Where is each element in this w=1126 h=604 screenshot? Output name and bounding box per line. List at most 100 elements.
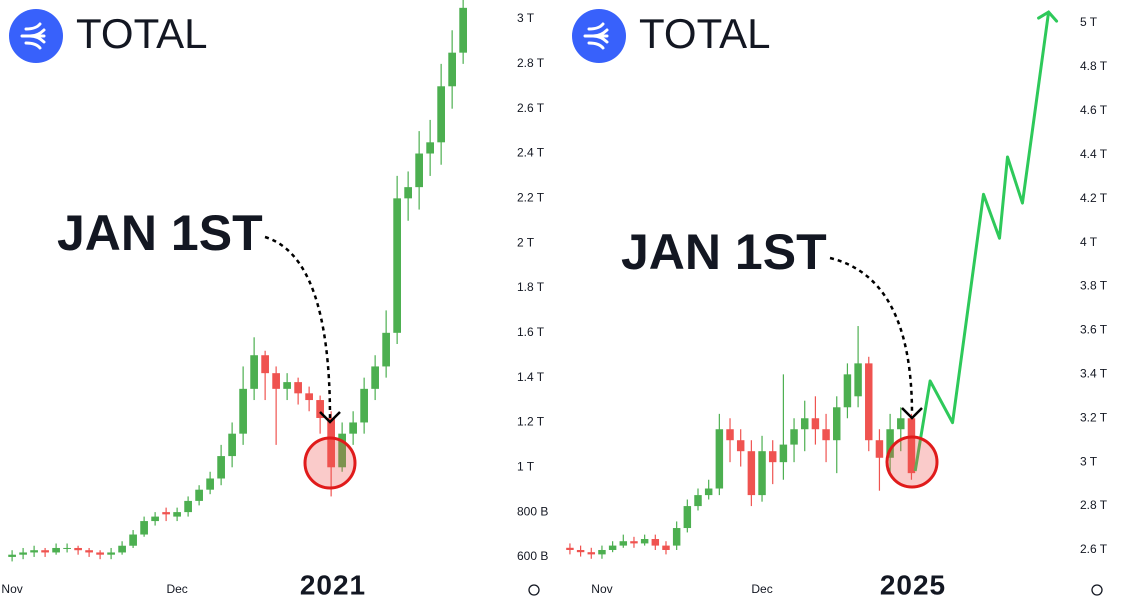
candle-body <box>790 429 798 445</box>
candle-body <box>587 552 596 555</box>
candle-body <box>96 552 104 555</box>
y-tick-label: 600 B <box>517 549 548 563</box>
y-tick-label: 2.6 T <box>517 101 545 115</box>
y-tick-label: 1.2 T <box>517 415 545 429</box>
candle-body <box>758 451 766 496</box>
candle-body <box>239 388 247 434</box>
candle-body <box>459 7 467 53</box>
candle-body <box>854 363 862 397</box>
candle-body <box>683 506 692 529</box>
y-tick-label: 2 T <box>517 235 535 249</box>
y-tick-label: 2.8 T <box>1080 498 1108 512</box>
candle-body <box>250 355 258 389</box>
y-tick-label: 800 B <box>517 504 548 518</box>
candle-body <box>107 552 115 555</box>
candle-body <box>129 534 137 546</box>
candle-body <box>393 198 401 333</box>
candle-body <box>74 547 82 551</box>
chart-title: TOTAL <box>76 10 207 57</box>
y-tick-label: 2.2 T <box>517 191 545 205</box>
chart-panel: 600 B 800 B 1 T 1.2 T 1.4 T 1.6 T 1.8 T 2 T 2.2 … <box>1 0 548 600</box>
candle-body <box>206 478 214 490</box>
year-label: 2021 <box>300 569 366 600</box>
candle-body <box>228 433 236 457</box>
candle-body <box>19 552 27 555</box>
candle-body <box>360 388 368 423</box>
candle-body <box>437 86 445 143</box>
candle-body <box>41 550 49 553</box>
candle-body <box>118 545 126 553</box>
candle-body <box>30 550 38 553</box>
candle-body <box>217 456 225 479</box>
projection-arrowhead <box>1037 10 1059 23</box>
candle-body <box>272 373 280 389</box>
candle-body <box>833 407 841 441</box>
x-tick-label: Nov <box>1 582 22 596</box>
annotation: JAN 1ST <box>57 205 263 261</box>
candle-body <box>85 550 93 553</box>
candle-body <box>715 429 724 489</box>
candle-body <box>566 547 574 550</box>
y-tick-label: 4 T <box>1080 235 1098 249</box>
settings-icon <box>1091 584 1103 596</box>
y-tick-label: 4.4 T <box>1080 147 1108 161</box>
candle-body <box>865 363 873 441</box>
y-tick-label: 3.6 T <box>1080 323 1108 337</box>
candle-body <box>651 539 660 546</box>
y-tick-label: 4.6 T <box>1080 103 1108 117</box>
candle-body <box>704 488 713 496</box>
highlight-circle <box>303 436 357 490</box>
candle-body <box>52 547 60 553</box>
candle-body <box>294 382 302 394</box>
y-tick-label: 3 T <box>517 11 535 25</box>
candle-body <box>672 528 681 546</box>
y-tick-label: 1.6 T <box>517 325 545 339</box>
y-tick-label: 5 T <box>1080 15 1098 29</box>
candle-body <box>8 554 16 557</box>
y-tick-label: 3.2 T <box>1080 410 1108 424</box>
y-tick-label: 1 T <box>517 459 535 473</box>
y-tick-label: 3.4 T <box>1080 367 1108 381</box>
candle-body <box>608 545 617 550</box>
candle-body <box>822 429 830 441</box>
annotation-arrow <box>264 235 332 419</box>
candle-body <box>415 153 423 188</box>
candle-body <box>448 52 456 87</box>
candle-body <box>897 418 905 430</box>
candle-body <box>779 444 788 463</box>
logo-mark <box>20 22 46 50</box>
chart-title: TOTAL <box>639 10 770 57</box>
chart-panel: 2.6 T 2.8 T 3 T 3.2 T 3.4 T 3.6 T 3.8 T 4 T 4.2 … <box>566 9 1108 600</box>
candle-body <box>151 516 159 522</box>
candle-body <box>736 440 745 452</box>
candle-body <box>382 332 390 367</box>
candle-body <box>907 418 916 474</box>
logo-mark <box>583 22 609 50</box>
candle-body <box>349 422 357 434</box>
candle-body <box>800 418 809 430</box>
candle-body <box>426 142 434 154</box>
candle-body <box>726 429 734 441</box>
x-tick-label: Dec <box>751 582 772 596</box>
y-tick-label: 3 T <box>1080 454 1098 468</box>
arrow-head <box>319 411 341 424</box>
arrow-head <box>901 407 923 420</box>
candle-body <box>630 541 638 544</box>
candle-body <box>327 417 335 468</box>
y-tick-label: 2.4 T <box>517 146 545 160</box>
y-tick-label: 3.8 T <box>1080 279 1108 293</box>
settings-icon <box>528 584 540 596</box>
candle-body <box>371 366 379 389</box>
candle-body <box>195 489 203 501</box>
candle-body <box>338 433 346 468</box>
x-tick-label: Nov <box>591 582 612 596</box>
annotation: JAN 1ST <box>621 224 827 280</box>
candle-body <box>316 400 324 418</box>
candle-body <box>811 418 820 430</box>
y-tick-label: 2.8 T <box>517 56 545 70</box>
year-label: 2025 <box>880 569 946 600</box>
projection-line <box>913 11 1051 472</box>
candle-body <box>576 549 585 553</box>
candle-body <box>886 429 894 458</box>
